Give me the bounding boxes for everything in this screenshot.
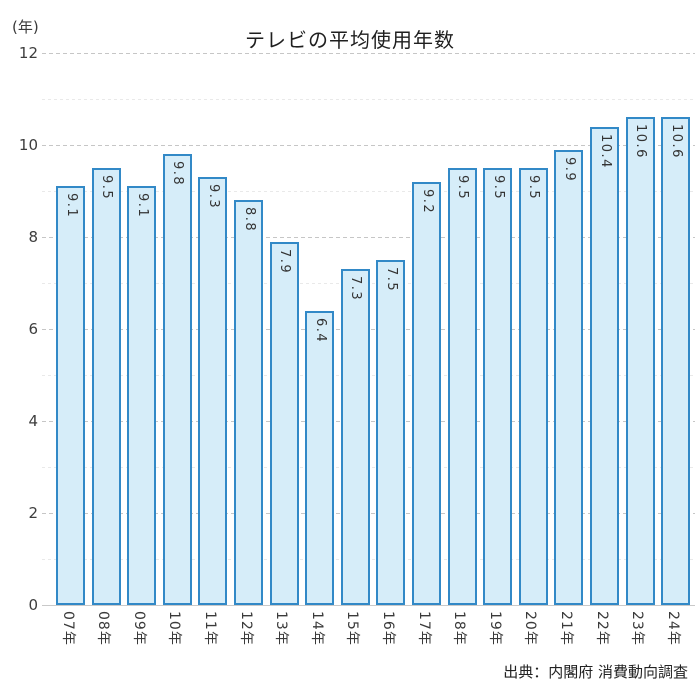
chart-title: テレビの平均使用年数 [245, 28, 455, 52]
bar-21年: 9.9 [554, 149, 584, 605]
x-tick-label-07年: 07年 [59, 611, 76, 646]
bar-value-label: 9.5 [526, 175, 542, 201]
bar-value-label: 8.8 [241, 207, 257, 233]
x-tick-label-23年: 23年 [629, 611, 646, 646]
y-tick-label-8: 8 [28, 228, 38, 246]
bar-value-label: 9.5 [490, 175, 506, 201]
y-tick-label-6: 6 [28, 320, 38, 338]
bar-13年: 7.9 [269, 241, 299, 605]
bar-value-label: 10.6 [668, 124, 684, 160]
bar-value-label: 9.1 [63, 193, 79, 219]
x-tick-label-11年: 11年 [201, 611, 218, 646]
bar-22年: 10.4 [590, 126, 619, 605]
bar-12年: 8.8 [234, 200, 263, 605]
x-tick-label-14年: 14年 [308, 611, 325, 646]
gridline-y11 [42, 99, 695, 100]
x-tick-label-24年: 24年 [664, 611, 681, 646]
gridline-y10 [42, 145, 695, 146]
x-tick-label-12年: 12年 [237, 611, 254, 646]
bar-value-label: 9.9 [561, 156, 577, 182]
bar-value-label: 9.8 [170, 161, 186, 187]
x-tick-label-19年: 19年 [486, 611, 503, 646]
x-tick-label-22年: 22年 [593, 611, 610, 646]
y-axis-labels: 12 10 8 6 4 2 0 [0, 0, 38, 700]
bar-20年: 9.5 [518, 168, 548, 605]
y-tick-label-2: 2 [28, 504, 38, 522]
x-tick-label-09年: 09年 [130, 611, 147, 646]
y-axis-unit-label: (年) [12, 18, 39, 36]
bar-17年: 9.2 [412, 181, 441, 605]
bar-value-label: 7.9 [277, 248, 293, 274]
bar-value-label: 6.4 [312, 317, 328, 343]
gridline-y12 [42, 53, 695, 54]
y-tick-label-4: 4 [28, 412, 38, 430]
bar-value-label: 9.2 [419, 188, 435, 214]
bar-19年: 9.5 [483, 168, 513, 605]
bar-08年: 9.5 [91, 168, 121, 605]
y-tick-label-12: 12 [18, 44, 38, 62]
x-tick-label-13年: 13年 [273, 611, 290, 646]
bar-09年: 9.1 [127, 186, 157, 605]
bar-11年: 9.3 [198, 177, 228, 605]
bar-24年: 10.6 [661, 117, 691, 605]
x-tick-label-20年: 20年 [522, 611, 539, 646]
source-note: 出典：内閣府 消費動向調査 [503, 663, 688, 681]
bar-value-label: 10.6 [633, 124, 649, 160]
bar-18年: 9.5 [447, 168, 477, 605]
bar-14年: 6.4 [305, 310, 335, 605]
bar-value-label: 9.3 [205, 184, 221, 210]
plot-area: 9.1 9.5 9.1 9.8 9.3 8.8 7.9 6.4 7.3 7.5 9.2 9.5 9.5 9… [42, 53, 695, 606]
y-tick-label-0: 0 [28, 596, 38, 614]
x-tick-label-15年: 15年 [344, 611, 361, 646]
x-tick-label-08年: 08年 [95, 611, 112, 646]
y-tick-label-10: 10 [18, 136, 38, 154]
bar-value-label: 10.4 [597, 133, 613, 169]
x-tick-label-17年: 17年 [415, 611, 432, 646]
bar-value-label: 7.3 [348, 276, 364, 302]
x-tick-label-10年: 10年 [166, 611, 183, 646]
x-tick-label-21年: 21年 [557, 611, 574, 646]
bar-value-label: 9.5 [99, 175, 115, 201]
gridline-y8 [42, 237, 695, 238]
bar-15年: 7.3 [340, 269, 370, 605]
x-tick-label-16年: 16年 [379, 611, 396, 646]
bar-value-label: 7.5 [383, 267, 399, 293]
bar-value-label: 9.1 [134, 193, 150, 219]
x-tick-label-18年: 18年 [451, 611, 468, 646]
bar-23年: 10.6 [625, 117, 655, 605]
bar-16年: 7.5 [376, 260, 406, 605]
bar-value-label: 9.5 [455, 175, 471, 201]
bar-10年: 9.8 [162, 154, 192, 605]
bars: 9.1 9.5 9.1 9.8 9.3 8.8 7.9 6.4 7.3 7.5 9.2 9.5 9.5 9… [42, 53, 695, 605]
bar-07年: 9.1 [56, 186, 85, 605]
gridline-y9 [42, 191, 695, 192]
